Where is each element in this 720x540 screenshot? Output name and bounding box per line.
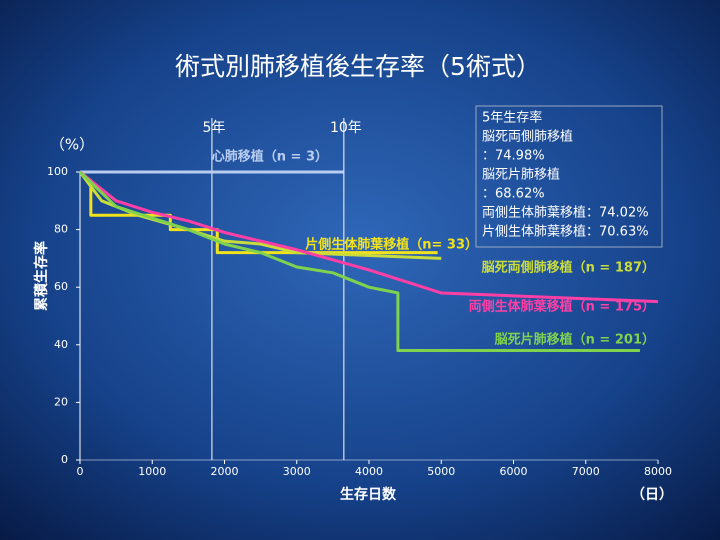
annotation-text: 脳死片肺移植	[482, 168, 560, 183]
survival-curve	[79, 170, 659, 304]
x-tick-label: 7000	[572, 465, 600, 478]
x-unit: （日）	[631, 487, 673, 503]
y-unit: （%）	[50, 136, 94, 154]
annotation-text: 脳死両側肺移植	[482, 130, 573, 145]
x-tick-label: 0	[77, 465, 84, 478]
y-tick-label: 20	[54, 395, 68, 408]
y-tick-label: 0	[61, 453, 68, 466]
annotation-box	[475, 105, 663, 248]
chart-title: 術式別肺移植後生存率（5術式）	[175, 52, 541, 81]
series-label: 片側生体肺葉移植（n= 33）	[305, 237, 478, 253]
x-tick-label: 6000	[500, 465, 528, 478]
series-label: 脳死片肺移植（n = 201）	[495, 332, 655, 348]
survival-curve	[78, 170, 640, 353]
annotation-text: ：74.98%	[482, 149, 545, 164]
y-tick-label: 100	[47, 165, 68, 178]
series-label: 両側生体肺葉移植（n = 175）	[469, 299, 655, 315]
reference-label: 5年	[202, 120, 225, 136]
series-label: 脳死両側肺移植（n = 187）	[482, 260, 655, 276]
y-tick-label: 80	[54, 223, 68, 236]
x-tick-label: 2000	[211, 465, 239, 478]
series-label: 心肺移植（n = 3）	[212, 149, 328, 165]
x-axis-label: 生存日数	[340, 486, 397, 503]
y-tick-label: 60	[54, 280, 68, 293]
annotation-text: 5年生存率	[482, 110, 542, 126]
x-tick-label: 4000	[355, 465, 383, 478]
annotation-text: 両側生体肺葉移植：74.02%	[482, 206, 649, 221]
x-tick-label: 8000	[644, 465, 672, 478]
x-tick-label: 1000	[138, 465, 166, 478]
annotation-text: ：68.62%	[482, 187, 545, 202]
y-axis-label: 累積生存率	[33, 241, 50, 311]
reference-label: 10年	[330, 120, 362, 136]
annotation-text: 片側生体肺葉移植：70.63%	[482, 225, 649, 240]
x-tick-label: 5000	[427, 465, 455, 478]
y-tick-label: 40	[54, 338, 68, 351]
x-tick-label: 3000	[283, 465, 311, 478]
